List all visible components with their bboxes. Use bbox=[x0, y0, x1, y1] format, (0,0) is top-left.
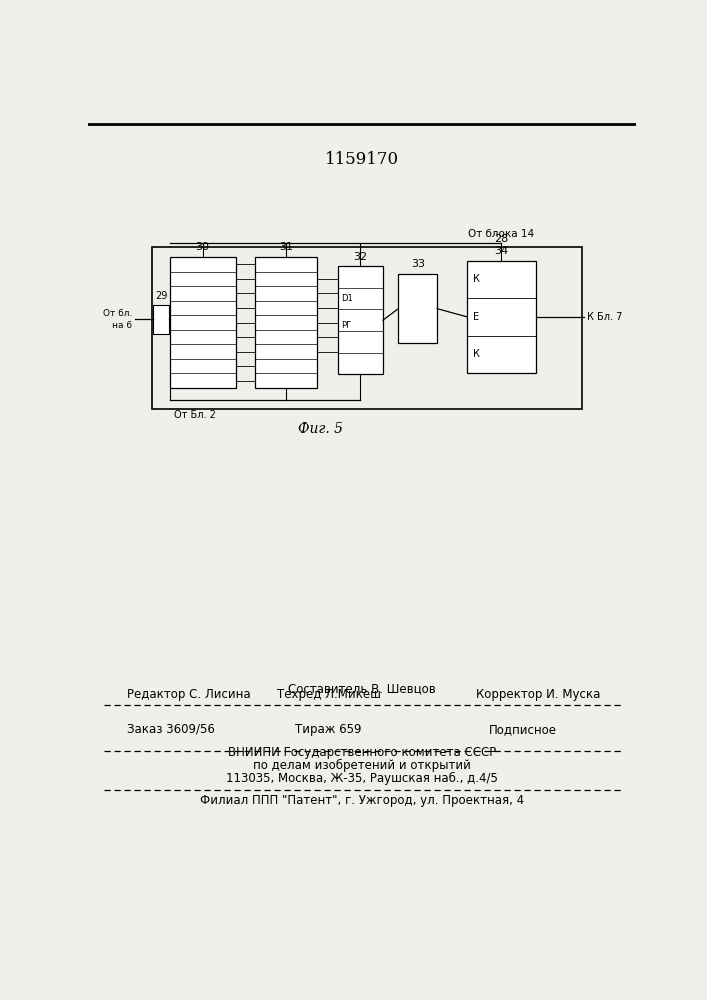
Text: 30: 30 bbox=[196, 242, 210, 252]
Text: От Бл. 2: От Бл. 2 bbox=[174, 410, 216, 420]
Text: Филиал ППП "Патент", г. Ужгород, ул. Проектная, 4: Филиал ППП "Патент", г. Ужгород, ул. Про… bbox=[200, 794, 524, 807]
Text: 113035, Москва, Ж-35, Раушская наб., д.4/5: 113035, Москва, Ж-35, Раушская наб., д.4… bbox=[226, 772, 498, 785]
Text: Е: Е bbox=[473, 312, 479, 322]
Bar bbox=[153, 305, 169, 334]
Text: на 6: на 6 bbox=[112, 321, 132, 330]
Text: ВНИИПИ Государственного комитета СССР: ВНИИПИ Государственного комитета СССР bbox=[228, 746, 496, 759]
Text: К: К bbox=[473, 349, 479, 359]
Text: К: К bbox=[473, 274, 479, 284]
Bar bbox=[170, 257, 235, 388]
Text: D1: D1 bbox=[341, 294, 353, 303]
Text: Заказ 3609/56: Заказ 3609/56 bbox=[127, 723, 215, 736]
Text: по делам изобретений и открытий: по делам изобретений и открытий bbox=[253, 759, 471, 772]
Text: 33: 33 bbox=[411, 259, 425, 269]
Text: Составитель В. Шевцов: Составитель В. Шевцов bbox=[288, 682, 436, 695]
Text: 1159170: 1159170 bbox=[325, 151, 399, 168]
Bar bbox=[398, 274, 437, 343]
Text: 28: 28 bbox=[494, 234, 508, 244]
Text: Тираж 659: Тираж 659 bbox=[296, 723, 362, 736]
Text: Корректор И. Муска: Корректор И. Муска bbox=[476, 688, 600, 701]
Text: 32: 32 bbox=[354, 252, 368, 262]
Text: РГ: РГ bbox=[341, 321, 351, 330]
Text: 29: 29 bbox=[155, 291, 168, 301]
Text: Техред Л.Микеш: Техред Л.Микеш bbox=[276, 688, 380, 701]
Text: Редактор С. Лисина: Редактор С. Лисина bbox=[127, 688, 251, 701]
Bar bbox=[152, 247, 582, 409]
Bar bbox=[255, 257, 317, 388]
Bar bbox=[467, 261, 537, 373]
Text: 31: 31 bbox=[279, 242, 293, 252]
Text: Подписное: Подписное bbox=[489, 723, 556, 736]
Text: Фиг. 5: Фиг. 5 bbox=[298, 422, 344, 436]
Text: 34: 34 bbox=[494, 246, 508, 256]
Text: От бл.: От бл. bbox=[103, 309, 132, 318]
Bar bbox=[338, 266, 383, 374]
Text: К Бл. 7: К Бл. 7 bbox=[588, 312, 623, 322]
Text: От блока 14: От блока 14 bbox=[469, 229, 534, 239]
